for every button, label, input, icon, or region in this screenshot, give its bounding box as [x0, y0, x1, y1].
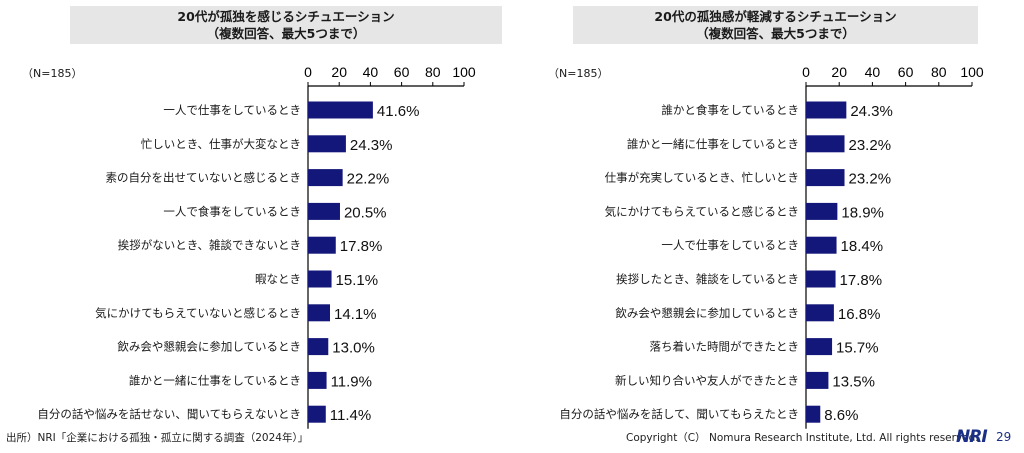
left-value-label: 14.1%: [334, 306, 377, 323]
source-note: 出所）NRI「企業における孤独・孤立に関する調査（2024年）」: [6, 432, 309, 444]
right-chart-title: 20代の孤独感が軽減するシチュエーション （複数回答、最大5つまで）: [573, 6, 978, 44]
left-category-label: 誰かと一緒に仕事をしているとき: [129, 373, 301, 387]
right-bar: [806, 236, 837, 254]
left-value-label: 11.4%: [330, 407, 371, 424]
right-x-tick-label: 60: [898, 64, 914, 80]
copyright-notice: Copyright（C） Nomura Research Institute, …: [626, 432, 979, 444]
left-value-label: 13.0%: [332, 340, 375, 357]
right-x-tick-label: 100: [960, 64, 984, 80]
right-value-label: 16.8%: [838, 306, 881, 323]
left-bar: [308, 338, 329, 356]
left-category-label: 素の自分を出せていないと感じるとき: [106, 171, 302, 185]
right-category-label: 誰かと食事をしているとき: [661, 103, 799, 117]
right-value-label: 23.2%: [849, 171, 892, 188]
right-value-label: 8.6%: [824, 407, 858, 424]
left-x-tick-label: 80: [425, 64, 441, 80]
left-value-label: 17.8%: [340, 238, 383, 255]
left-bar: [308, 405, 326, 423]
right-category-label: 誰かと一緒に仕事をしているとき: [627, 137, 799, 151]
left-chart-title: 20代が孤独を感じるシチュエーション （複数回答、最大5つまで）: [70, 6, 502, 44]
left-bar: [308, 169, 343, 187]
right-value-label: 23.2%: [849, 137, 892, 154]
left-value-label: 20.5%: [344, 204, 387, 221]
left-value-label: 41.6%: [377, 103, 420, 120]
right-category-label: 新しい知り合いや友人ができたとき: [615, 373, 799, 387]
right-x-tick-label: 0: [802, 64, 810, 80]
left-bar: [308, 236, 336, 254]
right-x-tick-label: 80: [931, 64, 947, 80]
nri-logo: NRI: [956, 427, 988, 447]
right-value-label: 17.8%: [840, 272, 883, 289]
right-category-label: 自分の話や悩みを話して、聞いてもらえたとき: [559, 407, 799, 421]
left-chart-title-line1: 20代が孤独を感じるシチュエーション: [177, 9, 395, 24]
left-category-label: 飲み会や懇親会に参加しているとき: [117, 340, 301, 354]
left-category-label: 暇なとき: [255, 272, 301, 286]
right-chart-title-line1: 20代の孤独感が軽減するシチュエーション: [654, 9, 897, 24]
left-category-label: 忙しいとき、仕事が大変なとき: [141, 137, 301, 151]
right-x-tick-label: 40: [865, 64, 881, 80]
left-value-label: 24.3%: [350, 137, 393, 154]
page-number: 29: [996, 430, 1012, 444]
left-x-tick-label: 60: [394, 64, 410, 80]
right-category-label: 挨拶したとき、雑談をしているとき: [616, 272, 799, 286]
left-value-label: 11.9%: [331, 373, 372, 390]
right-bar: [806, 270, 836, 288]
right-sample-size: （N=185）: [548, 67, 609, 80]
left-bar: [308, 135, 346, 153]
right-value-label: 18.9%: [841, 204, 884, 221]
left-chart-title-line2: （複数回答、最大5つまで）: [206, 26, 366, 41]
right-bar: [806, 405, 821, 423]
left-sample-size: （N=185）: [22, 67, 83, 80]
right-category-label: 落ち着いた時間ができたとき: [650, 340, 800, 354]
left-bar: [308, 101, 373, 119]
left-value-label: 15.1%: [336, 272, 379, 289]
right-bar: [806, 202, 838, 220]
left-x-tick-label: 20: [331, 64, 347, 80]
left-category-label: 一人で食事をしているとき: [163, 204, 301, 218]
left-x-tick-label: 100: [452, 64, 476, 80]
right-category-label: 飲み会や懇親会に参加しているとき: [615, 306, 799, 320]
right-bar: [806, 101, 847, 119]
right-chart-title-line2: （複数回答、最大5つまで）: [696, 26, 855, 41]
left-category-label: 挨拶がないとき、雑談できないとき: [118, 238, 301, 252]
right-bar: [806, 338, 833, 356]
left-bar: [308, 304, 330, 322]
right-value-label: 15.7%: [836, 340, 879, 357]
left-value-label: 22.2%: [347, 171, 390, 188]
right-bar: [806, 169, 845, 187]
left-category-label: 自分の話や悩みを話せない、聞いてもらえないとき: [37, 407, 301, 421]
right-value-label: 18.4%: [841, 238, 884, 255]
left-x-tick-label: 0: [304, 64, 312, 80]
right-value-label: 13.5%: [832, 373, 875, 390]
right-category-label: 一人で仕事をしているとき: [661, 238, 799, 252]
left-bar: [308, 371, 327, 389]
left-category-label: 一人で仕事をしているとき: [163, 103, 301, 117]
left-category-label: 気にかけてもらえていないと感じるとき: [95, 306, 301, 320]
left-x-tick-label: 40: [363, 64, 379, 80]
right-bar: [806, 304, 834, 322]
right-category-label: 気にかけてもらえていると感じるとき: [605, 204, 799, 218]
right-value-label: 24.3%: [850, 103, 893, 120]
right-bar: [806, 135, 845, 153]
left-bar: [308, 270, 332, 288]
left-bar: [308, 202, 340, 220]
right-bar: [806, 371, 829, 389]
right-x-tick-label: 20: [831, 64, 847, 80]
right-category-label: 仕事が充実しているとき、忙しいとき: [605, 171, 799, 185]
